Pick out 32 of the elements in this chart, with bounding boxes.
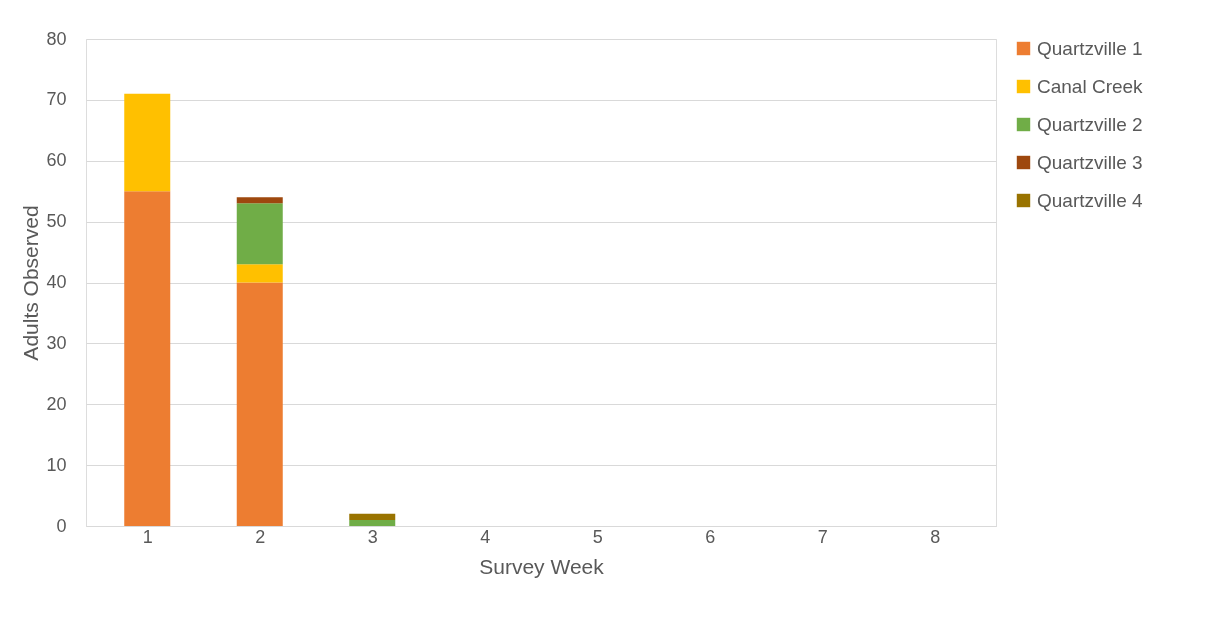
x-tick-label: 1 [142, 526, 153, 547]
bar [236, 264, 283, 283]
x-tick-label: 4 [480, 526, 491, 547]
bar [349, 513, 396, 520]
bar [124, 93, 171, 192]
x-tick-label: 8 [930, 526, 941, 547]
x-axis-title: Survey Week [479, 554, 605, 578]
legend-label: Quartzville 3 [1037, 151, 1143, 173]
y-tick-label: 60 [46, 150, 67, 171]
bar [124, 191, 171, 526]
y-tick-label: 10 [46, 454, 67, 475]
x-tick-label: 2 [255, 526, 266, 547]
y-tick-label: 0 [56, 515, 67, 536]
y-tick-label: 20 [46, 393, 67, 414]
y-tick-label: 50 [46, 211, 67, 232]
x-tick-label: 6 [705, 526, 716, 547]
bar [236, 197, 283, 204]
legend-label: Quartzville 4 [1037, 189, 1144, 211]
y-tick-label: 40 [46, 272, 67, 292]
legend-label: Quartzville 2 [1037, 113, 1143, 135]
x-tick-label: 5 [592, 526, 603, 547]
y-tick-label: 30 [46, 332, 67, 353]
y-tick-label: 70 [46, 89, 67, 110]
x-tick-label: 7 [817, 526, 828, 547]
y-axis-title: Adults Observed [19, 205, 43, 361]
y-tick-label: 80 [46, 28, 67, 49]
bar [236, 282, 283, 526]
bar [236, 203, 283, 265]
legend-label: Quartzville 1 [1037, 37, 1143, 59]
legend-label: Canal Creek [1037, 75, 1144, 97]
x-tick-label: 3 [367, 526, 378, 547]
bar [349, 519, 396, 526]
